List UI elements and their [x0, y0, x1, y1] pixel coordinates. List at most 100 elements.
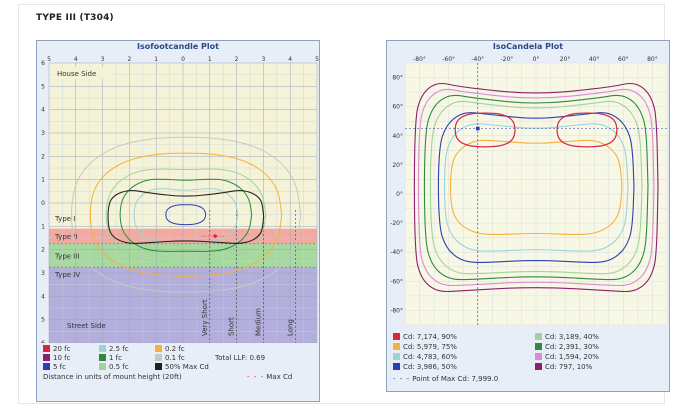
- isocandela-contour-90-left: [454, 112, 516, 148]
- isofootcandle-contour: [165, 204, 207, 226]
- legend-label: Cd: 1,594, 20%: [545, 353, 599, 361]
- isofootcandle-legend: 20 fc 2.5 fc 0.2 fc 10 fc 1 fc 0.1 fc 5 fc 0.5 …: [37, 343, 319, 401]
- legend-swatch: [99, 363, 106, 370]
- top-tick-label: 2: [127, 56, 131, 63]
- max-cd-legend: - - - Max Cd: [247, 373, 293, 381]
- x-tick-label: -80°: [413, 56, 426, 63]
- isocandela-contour: [429, 100, 643, 275]
- isocandela-contour: [413, 82, 659, 293]
- zone-label-type-iv: Type IV: [54, 271, 80, 279]
- legend-item: Cd: 3,189, 40%: [535, 333, 599, 341]
- legend-label: Cd: 4,783, 60%: [403, 353, 457, 361]
- left-tick-label: 3: [41, 130, 45, 137]
- legend-item: Cd: 797, 10%: [535, 363, 592, 371]
- x-tick-label: 40°: [589, 56, 600, 63]
- house-side-bg: [53, 67, 111, 79]
- legend-swatch: [393, 353, 400, 360]
- legend-swatch: [535, 363, 542, 370]
- top-tick-label: 2: [235, 56, 239, 63]
- legend-item: Cd: 4,783, 60%: [393, 353, 457, 361]
- top-tick-label: 5: [315, 56, 319, 63]
- top-tick-label: 0: [181, 56, 185, 63]
- isocandela-title: IsoCandela Plot: [492, 42, 564, 51]
- isocandela-panel: IsoCandela Plot -80° -60° -40° -20° 0° 20° 40°…: [386, 40, 670, 392]
- isocandela-contour: [449, 139, 623, 235]
- x-tick-label: 20°: [560, 56, 571, 63]
- max-point-legend: - - - Point of Max Cd: 7,999.0: [393, 375, 499, 383]
- legend-swatch: [99, 345, 106, 352]
- left-tick-label: 6: [41, 340, 45, 345]
- max-point-marker: [475, 126, 480, 131]
- left-tick-label: 1: [41, 177, 45, 184]
- legend-label: Cd: 3,986, 50%: [403, 363, 457, 371]
- legend-item: Cd: 5,979, 75%: [393, 343, 457, 351]
- top-tick-label: 1: [208, 56, 212, 63]
- house-side-label: House Side: [57, 70, 96, 78]
- isocandela-contour: [443, 123, 629, 252]
- left-tick-label: 0: [41, 200, 45, 207]
- legend-item: 0.2 fc: [155, 345, 185, 353]
- x-tick-label: -20°: [500, 56, 513, 63]
- left-tick-label: 2: [41, 247, 45, 254]
- isocandela-legend: Cd: 7,174, 90% Cd: 3,189, 40% Cd: 5,979, 7…: [387, 331, 669, 391]
- y-tick-label: -60°: [390, 278, 403, 285]
- legend-item: 0.1 fc: [155, 354, 185, 362]
- y-tick-label: -80°: [390, 307, 403, 314]
- isofootcandle-title: Isofootcandle Plot: [137, 42, 219, 51]
- legend-item: 20 fc: [43, 345, 70, 353]
- legend-label: Cd: 3,189, 40%: [545, 333, 599, 341]
- isofootcandle-contour: [71, 136, 302, 293]
- top-tick-label: 3: [101, 56, 105, 63]
- top-tick-label: 4: [74, 56, 78, 63]
- left-tick-label: 3: [41, 270, 45, 277]
- legend-item: 10 fc: [43, 354, 70, 362]
- left-tick-label: 5: [41, 83, 45, 90]
- legend-item: Cd: 1,594, 20%: [535, 353, 599, 361]
- top-tick-label: 1: [154, 56, 158, 63]
- x-tick-label: 0°: [533, 56, 540, 63]
- legend-label: 50% Max Cd: [165, 363, 209, 371]
- vertical-label: Medium: [254, 308, 262, 336]
- isofootcandle-contour: [133, 188, 239, 243]
- isofootcandle-contour: [119, 178, 253, 252]
- y-tick-label: -40°: [390, 249, 403, 256]
- legend-swatch: [43, 354, 50, 361]
- legend-swatch: [155, 354, 162, 361]
- vertical-label: Very Short: [201, 299, 209, 336]
- y-tick-label: 80°: [392, 75, 403, 82]
- legend-label: 0.1 fc: [165, 354, 185, 362]
- legend-swatch: [393, 333, 400, 340]
- left-tick-label: 1: [41, 223, 45, 230]
- isocandela-contour: [417, 88, 655, 287]
- isofootcandle-contour: [105, 168, 267, 263]
- total-llf: Total LLF: 0.69: [215, 354, 266, 362]
- top-tick-label: 5: [47, 56, 51, 63]
- legend-label: 0.5 fc: [109, 363, 129, 371]
- zone-label-type-iii: Type III: [54, 253, 80, 261]
- y-tick-label: -20°: [390, 220, 403, 227]
- legend-item: 0.5 fc: [99, 363, 129, 371]
- isocandela-plot: -80° -60° -40° -20° 0° 20° 40° 60° 80° 80° 60° 40° 2…: [390, 56, 668, 326]
- legend-swatch: [99, 354, 106, 361]
- legend-swatch: [155, 363, 162, 370]
- legend-swatch: [535, 333, 542, 340]
- left-tick-label: 2: [41, 153, 45, 160]
- legend-swatch: [155, 345, 162, 352]
- legend-label: 5 fc: [53, 363, 66, 371]
- isocandela-contour-90-right: [556, 112, 618, 148]
- legend-label: Cd: 797, 10%: [545, 363, 593, 371]
- legend-swatch: [535, 343, 542, 350]
- page-title: TYPE III (T304): [36, 13, 114, 23]
- distance-note: Distance in units of mount height (20ft): [43, 373, 182, 381]
- legend-label: Cd: 7,174, 90%: [403, 333, 457, 341]
- x-tick-label: 80°: [647, 56, 658, 63]
- legend-label: 20 fc: [53, 345, 71, 353]
- legend-swatch: [43, 345, 50, 352]
- legend-label: Cd: 5,979, 75%: [403, 343, 457, 351]
- legend-item: 1 fc: [99, 354, 122, 362]
- y-tick-label: 0°: [396, 191, 403, 198]
- top-tick-label: 3: [261, 56, 265, 63]
- legend-label: 1 fc: [109, 354, 122, 362]
- vertical-label: Short: [228, 317, 236, 336]
